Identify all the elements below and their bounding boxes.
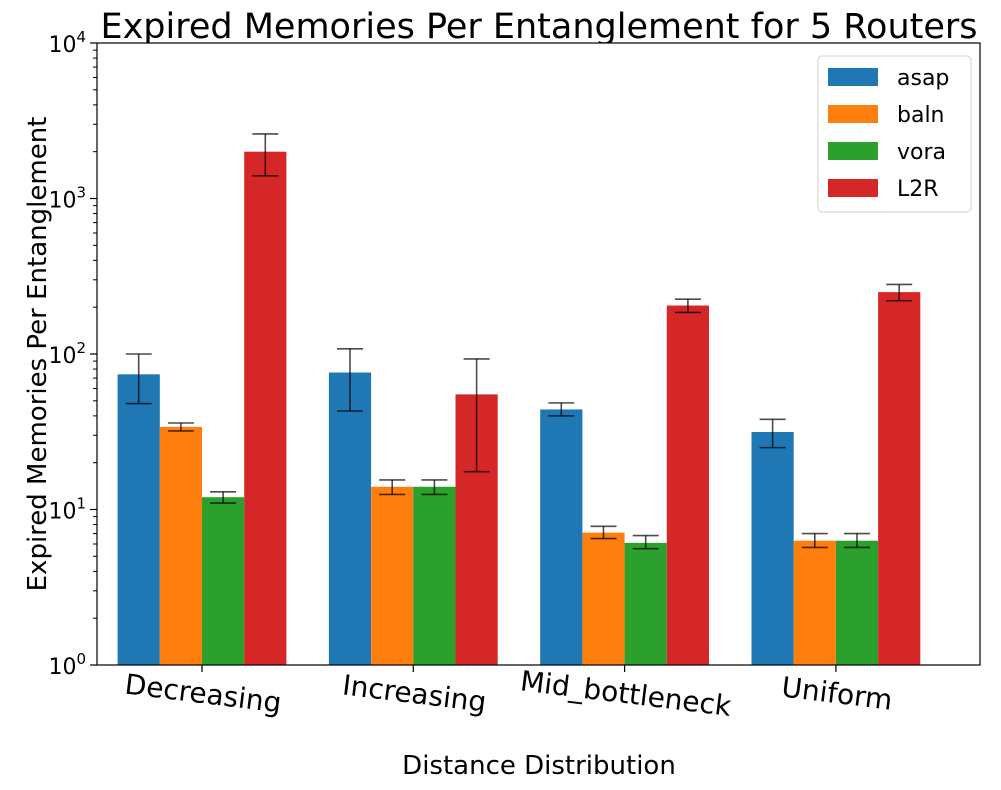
y-axis-label: Expired Memories Per Entanglement xyxy=(23,117,53,592)
legend-swatch-baln xyxy=(828,105,878,123)
legend-box xyxy=(817,55,972,213)
y-tick-base: 10 xyxy=(48,33,76,58)
errorbar-vora-decreasing xyxy=(210,490,237,504)
bar-L2R-decreasing xyxy=(244,151,287,666)
y-tick-base: 10 xyxy=(48,500,76,525)
y-tick-base: 10 xyxy=(48,344,76,369)
y-tick-base: 10 xyxy=(48,189,76,214)
y-tick-label: 100 xyxy=(48,650,86,680)
legend: asap baln vora L2R xyxy=(817,55,972,213)
errorbar-baln-mid_bottleneck xyxy=(590,525,617,540)
x-tick-label-uniform: Uniform xyxy=(780,670,895,716)
errorbar-asap-mid_bottleneck xyxy=(548,402,575,417)
bar-baln-uniform xyxy=(793,540,836,665)
errorbar-asap-uniform xyxy=(759,418,786,449)
x-axis-label: Distance Distribution xyxy=(402,751,676,781)
bar-asap-uniform xyxy=(751,432,794,665)
errorbar-L2R-uniform xyxy=(886,283,913,302)
bar-baln-mid_bottleneck xyxy=(582,532,625,665)
y-tick-label: 102 xyxy=(48,339,86,369)
legend-swatch-L2R xyxy=(828,179,878,197)
chart-title: Expired Memories Per Entanglement for 5 … xyxy=(100,7,977,47)
bar-L2R-uniform xyxy=(878,292,921,665)
y-tick-label: 103 xyxy=(48,184,86,214)
bar-asap-decreasing xyxy=(117,374,160,665)
errorbar-L2R-decreasing xyxy=(252,133,279,177)
x-axis: Decreasing Increasing Mid_bottleneck Unifor… xyxy=(123,664,894,723)
errorbar-L2R-increasing xyxy=(463,358,490,473)
bar-baln-decreasing xyxy=(159,426,202,665)
y-tick-base: 10 xyxy=(48,655,76,680)
bar-L2R-mid_bottleneck xyxy=(666,305,709,665)
errorbar-baln-decreasing xyxy=(167,422,194,432)
errorbar-baln-increasing xyxy=(379,479,406,496)
bar-asap-increasing xyxy=(328,372,372,665)
legend-swatch-asap xyxy=(828,68,878,86)
errorbar-vora-mid_bottleneck xyxy=(632,534,659,550)
bar-vora-increasing xyxy=(413,486,456,665)
errorbar-vora-increasing xyxy=(421,479,448,496)
bar-vora-decreasing xyxy=(202,497,245,665)
errorbar-vora-uniform xyxy=(844,532,870,549)
y-tick-exponent: 4 xyxy=(76,28,86,46)
bar-vora-uniform xyxy=(835,540,879,665)
legend-label-vora: vora xyxy=(897,140,946,165)
errorbar-baln-uniform xyxy=(801,532,828,549)
bar-baln-increasing xyxy=(371,486,414,665)
bars-group xyxy=(117,151,921,666)
x-tick-label-mid_bottleneck: Mid_bottleneck xyxy=(518,664,733,723)
y-tick-label: 101 xyxy=(48,495,86,525)
legend-swatch-vora xyxy=(828,142,878,160)
x-tick-label-decreasing: Decreasing xyxy=(123,668,283,720)
legend-label-baln: baln xyxy=(897,103,945,128)
errorbar-asap-increasing xyxy=(337,348,363,412)
y-tick-exponent: 1 xyxy=(76,495,86,513)
errorbar-L2R-mid_bottleneck xyxy=(674,298,701,314)
legend-label-asap: asap xyxy=(897,66,949,91)
x-tick-label-increasing: Increasing xyxy=(341,668,489,718)
legend-label-L2R: L2R xyxy=(897,177,939,202)
errorbar-asap-decreasing xyxy=(125,353,152,405)
errorbars-group xyxy=(125,133,913,550)
y-tick-exponent: 2 xyxy=(76,339,86,357)
y-tick-exponent: 0 xyxy=(76,650,86,668)
y-tick-exponent: 3 xyxy=(76,184,86,202)
bar-asap-mid_bottleneck xyxy=(540,409,583,665)
y-tick-label: 104 xyxy=(48,28,86,58)
bar-vora-mid_bottleneck xyxy=(624,542,667,665)
